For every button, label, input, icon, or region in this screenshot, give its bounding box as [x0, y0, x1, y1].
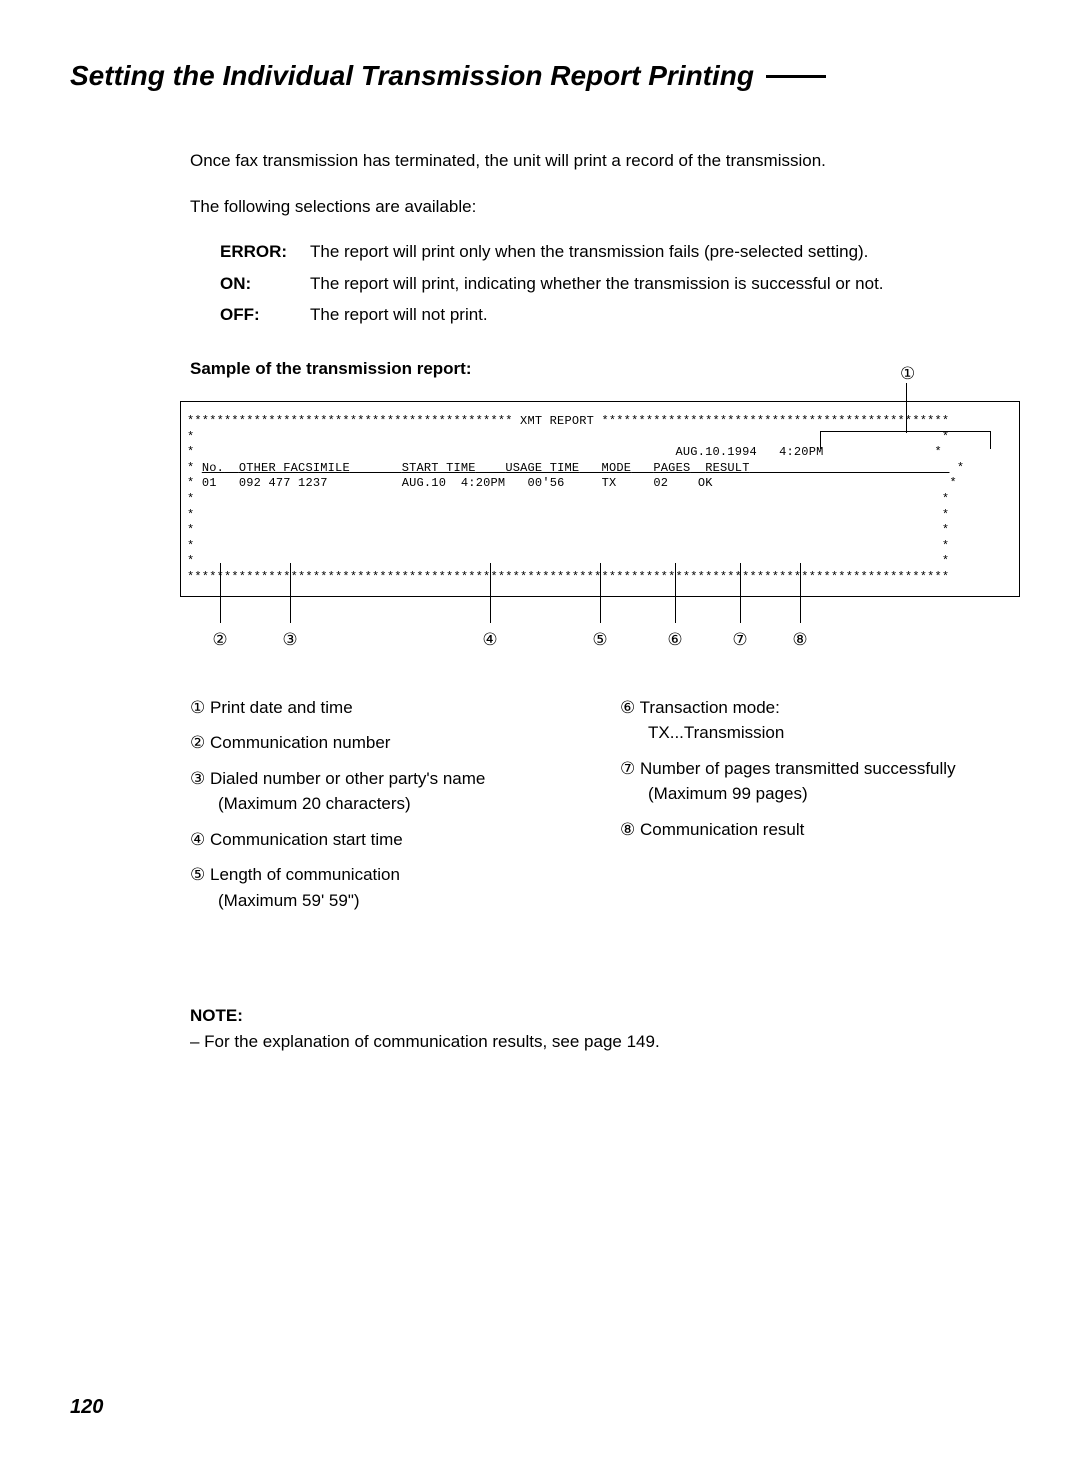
legend-item: ① Print date and time: [190, 695, 580, 721]
rpt-border: ****************************************…: [187, 570, 949, 584]
legend-sub: (Maximum 99 pages): [620, 781, 1010, 807]
callout-vline: [600, 563, 601, 623]
option-desc: The report will print only when the tran…: [310, 239, 1010, 265]
legend-item: ③ Dialed number or other party's name (M…: [190, 766, 580, 817]
callout-num: ⑥: [667, 627, 682, 653]
legend-item: ④ Communication start time: [190, 827, 580, 853]
rpt-h-fax: OTHER FACSIMILE: [239, 461, 350, 475]
callout-num: ②: [212, 627, 227, 653]
option-row: ERROR: The report will print only when t…: [220, 239, 1010, 265]
rpt-start: AUG.10 4:20PM: [402, 476, 506, 490]
legend-item: ⑥ Transaction mode: TX...Transmission: [620, 695, 1010, 746]
option-term: ERROR:: [220, 239, 310, 265]
rpt-datetime: AUG.10.1994 4:20PM: [675, 445, 823, 459]
legend-num: ④: [190, 830, 205, 849]
rpt-fax: 092 477 1237: [239, 476, 328, 490]
rpt-h-mode: MODE: [602, 461, 632, 475]
legend-num: ⑧: [620, 820, 635, 839]
legend-num: ③: [190, 769, 205, 788]
intro-text: Once fax transmission has terminated, th…: [190, 148, 1010, 174]
rpt-h-usage: USAGE TIME: [505, 461, 579, 475]
note-label: NOTE:: [190, 1003, 1010, 1029]
page-title: Setting the Individual Transmission Repo…: [70, 60, 1010, 92]
rpt-mode: TX: [602, 476, 617, 490]
legend-sub: (Maximum 20 characters): [190, 791, 580, 817]
rpt-h-no: No.: [202, 461, 224, 475]
legend-col-right: ⑥ Transaction mode: TX...Transmission ⑦ …: [620, 695, 1010, 924]
title-rule: [766, 75, 826, 78]
callout-vline: [675, 563, 676, 623]
note-section: NOTE: – For the explanation of communica…: [190, 1003, 1010, 1054]
page: Setting the Individual Transmission Repo…: [0, 0, 1080, 1459]
legend-item: ⑤ Length of communication (Maximum 59' 5…: [190, 862, 580, 913]
report-figure: ① **************************************…: [180, 401, 1020, 655]
page-number: 120: [70, 1396, 103, 1419]
option-row: OFF: The report will not print.: [220, 302, 1010, 328]
option-desc: The report will print, indicating whethe…: [310, 271, 1010, 297]
rpt-h-result: RESULT: [705, 461, 749, 475]
callout-vline: [800, 563, 801, 623]
legend-text: Print date and time: [210, 698, 353, 717]
callout-vline: [740, 563, 741, 623]
legend-item: ② Communication number: [190, 730, 580, 756]
rpt-h-pages: PAGES: [653, 461, 690, 475]
note-text: – For the explanation of communication r…: [190, 1029, 1010, 1055]
callout-num: ④: [482, 627, 497, 653]
selections-intro: The following selections are available:: [190, 194, 1010, 220]
legend-text: Communication start time: [210, 830, 403, 849]
legend-col-left: ① Print date and time ② Communication nu…: [190, 695, 580, 924]
legend-num: ①: [190, 698, 205, 717]
rpt-result: OK: [698, 476, 713, 490]
rpt-h-start: START TIME: [402, 461, 476, 475]
legend-text: Transaction mode:: [640, 698, 780, 717]
title-text: Setting the Individual Transmission Repo…: [70, 60, 754, 92]
option-row: ON: The report will print, indicating wh…: [220, 271, 1010, 297]
legend-num: ⑤: [190, 865, 205, 884]
callout-1: ①: [900, 361, 915, 387]
body: Once fax transmission has terminated, th…: [70, 98, 1010, 1054]
option-term: OFF:: [220, 302, 310, 328]
options-list: ERROR: The report will print only when t…: [190, 239, 1010, 328]
option-desc: The report will not print.: [310, 302, 1010, 328]
sample-label: Sample of the transmission report:: [190, 356, 1010, 382]
legend-num: ②: [190, 733, 205, 752]
legend-text: Number of pages transmitted successfully: [640, 759, 956, 778]
rpt-title: ****************************************…: [187, 414, 949, 428]
legend-text: Communication number: [210, 733, 390, 752]
bottom-callouts: ② ③ ④ ⑤ ⑥ ⑦ ⑧: [180, 595, 1020, 655]
legend-item: ⑦ Number of pages transmitted successful…: [620, 756, 1010, 807]
callout-vline: [220, 563, 221, 623]
rpt-no: 01: [202, 476, 217, 490]
callout-num: ③: [282, 627, 297, 653]
legend-item: ⑧ Communication result: [620, 817, 1010, 843]
legend-num: ⑦: [620, 759, 635, 778]
callout-num: ⑧: [792, 627, 807, 653]
option-term: ON:: [220, 271, 310, 297]
legend-text: Dialed number or other party's name: [210, 769, 485, 788]
legend-text: Length of communication: [210, 865, 400, 884]
legend-sub: TX...Transmission: [620, 720, 1010, 746]
legend: ① Print date and time ② Communication nu…: [190, 695, 1010, 924]
rpt-pages: 02: [653, 476, 668, 490]
rpt-usage: 00'56: [528, 476, 565, 490]
legend-text: Communication result: [640, 820, 804, 839]
legend-sub: (Maximum 59' 59"): [190, 888, 580, 914]
callout-num: ⑤: [592, 627, 607, 653]
callout-vline: [490, 563, 491, 623]
legend-num: ⑥: [620, 698, 635, 717]
callout-vline: [290, 563, 291, 623]
callout-num: ⑦: [732, 627, 747, 653]
